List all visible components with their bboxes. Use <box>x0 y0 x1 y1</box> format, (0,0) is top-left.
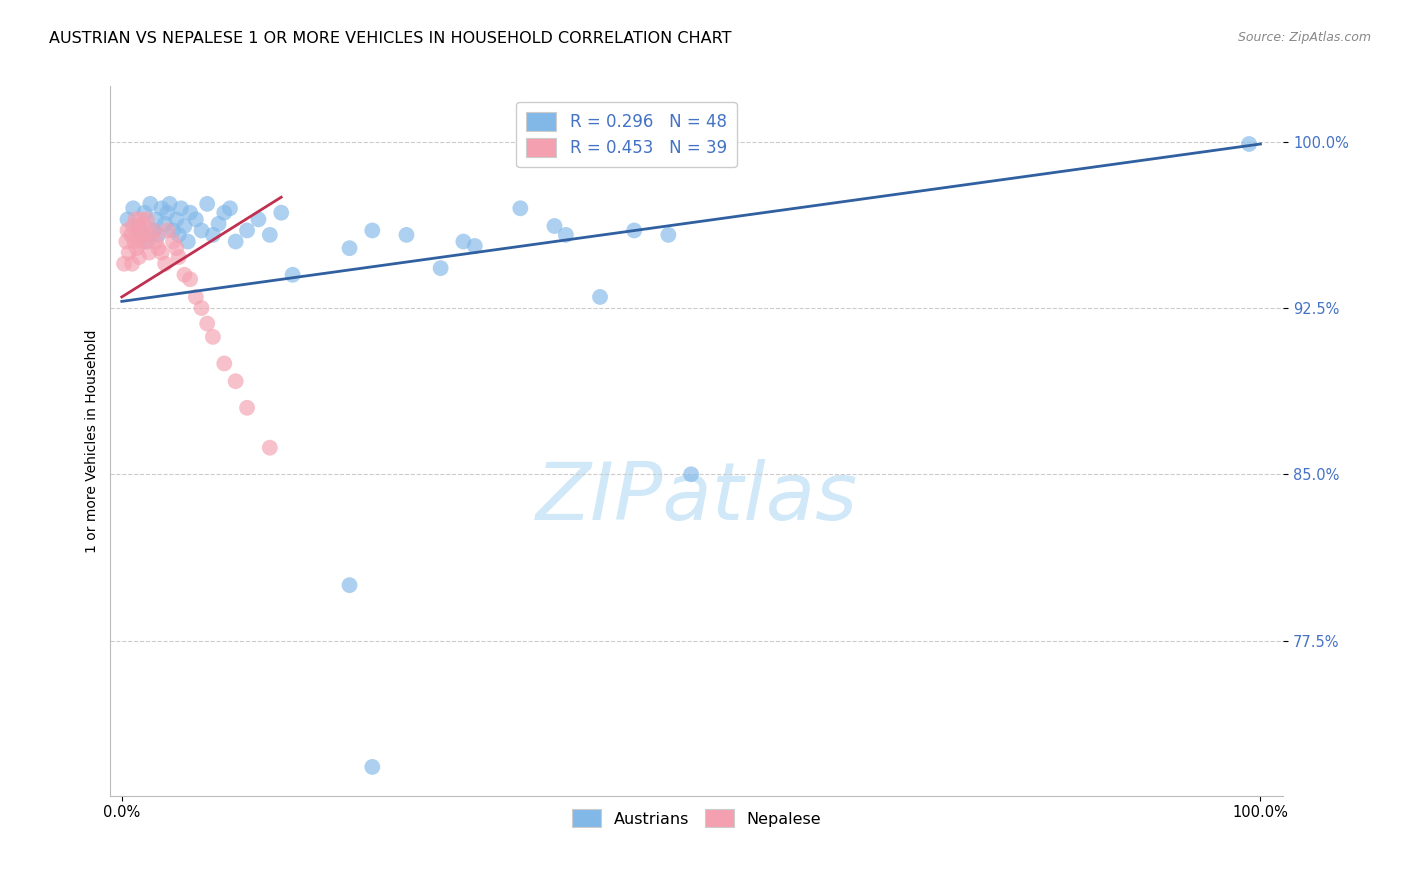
Point <box>131 227 153 242</box>
Point <box>195 317 218 331</box>
Point <box>153 257 176 271</box>
Point <box>225 374 247 388</box>
Y-axis label: 1 or more Vehicles in Household: 1 or more Vehicles in Household <box>86 329 100 553</box>
Point <box>207 217 229 231</box>
Point <box>117 245 139 260</box>
Point <box>142 223 165 237</box>
Point <box>129 212 152 227</box>
Point <box>184 212 207 227</box>
Point <box>453 235 475 249</box>
Point <box>236 223 259 237</box>
Point <box>190 223 212 237</box>
Point <box>148 227 170 242</box>
Point <box>170 202 193 216</box>
Point <box>179 205 201 219</box>
Point <box>219 202 242 216</box>
Point <box>623 223 645 237</box>
Legend: Austrians, Nepalese: Austrians, Nepalese <box>565 803 828 834</box>
Point <box>122 219 145 233</box>
Point <box>162 235 184 249</box>
Point <box>464 239 486 253</box>
Point <box>173 219 195 233</box>
Point <box>247 212 270 227</box>
Point <box>117 223 139 237</box>
Point <box>201 227 224 242</box>
Point <box>141 227 163 242</box>
Point <box>184 290 207 304</box>
Point <box>543 219 565 233</box>
Point <box>129 235 152 249</box>
Point <box>195 197 218 211</box>
Point <box>156 205 179 219</box>
Point <box>225 235 247 249</box>
Point <box>128 219 150 233</box>
Point <box>131 227 153 242</box>
Point <box>122 202 145 216</box>
Point <box>120 227 142 242</box>
Point <box>201 330 224 344</box>
Point <box>165 212 187 227</box>
Point <box>145 212 167 227</box>
Point <box>135 235 157 249</box>
Point <box>281 268 304 282</box>
Point <box>214 356 236 370</box>
Point <box>361 760 384 774</box>
Point <box>509 202 531 216</box>
Point <box>214 205 236 219</box>
Point <box>167 227 190 242</box>
Point <box>339 578 361 592</box>
Point <box>162 223 184 237</box>
Point <box>190 301 212 315</box>
Point <box>139 197 162 211</box>
Point <box>121 257 143 271</box>
Point <box>150 202 173 216</box>
Point <box>395 227 418 242</box>
Point <box>589 290 612 304</box>
Point <box>429 261 451 276</box>
Text: Source: ZipAtlas.com: Source: ZipAtlas.com <box>1237 31 1371 45</box>
Point <box>142 223 165 237</box>
Point <box>145 235 167 249</box>
Point <box>1237 136 1260 151</box>
Point <box>179 272 201 286</box>
Point <box>156 223 179 237</box>
Point <box>177 235 200 249</box>
Point <box>138 245 160 260</box>
Point <box>124 235 146 249</box>
Point <box>132 219 155 233</box>
Point <box>159 197 181 211</box>
Point <box>167 250 190 264</box>
Point <box>124 212 146 227</box>
Point <box>148 241 170 255</box>
Point <box>361 223 384 237</box>
Point <box>554 227 576 242</box>
Point <box>128 250 150 264</box>
Point <box>259 227 281 242</box>
Point <box>153 217 176 231</box>
Text: AUSTRIAN VS NEPALESE 1 OR MORE VEHICLES IN HOUSEHOLD CORRELATION CHART: AUSTRIAN VS NEPALESE 1 OR MORE VEHICLES … <box>49 31 731 46</box>
Point <box>165 241 187 255</box>
Point <box>134 235 156 249</box>
Point <box>259 441 281 455</box>
Point <box>173 268 195 282</box>
Point <box>681 467 703 482</box>
Point <box>150 245 173 260</box>
Point <box>236 401 259 415</box>
Point <box>134 205 156 219</box>
Point <box>117 212 139 227</box>
Point <box>270 205 292 219</box>
Point <box>115 235 138 249</box>
Point <box>135 212 157 227</box>
Point <box>339 241 361 255</box>
Point <box>657 227 679 242</box>
Point <box>127 223 149 237</box>
Text: ZIPatlas: ZIPatlas <box>536 458 858 537</box>
Point <box>112 257 135 271</box>
Point <box>125 241 148 255</box>
